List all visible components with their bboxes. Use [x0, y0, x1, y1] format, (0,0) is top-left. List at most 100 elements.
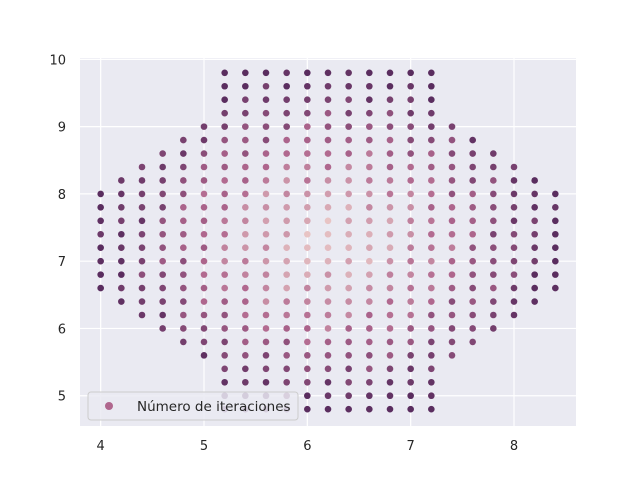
- data-point: [428, 123, 435, 130]
- data-point: [200, 163, 208, 171]
- data-point: [138, 204, 146, 211]
- data-point: [324, 150, 332, 157]
- data-point: [386, 365, 394, 373]
- data-point: [366, 190, 373, 198]
- data-point: [304, 190, 311, 198]
- data-point: [386, 325, 394, 332]
- data-point: [242, 163, 249, 171]
- data-point: [407, 82, 414, 90]
- legend: Número de iteraciones: [87, 391, 299, 421]
- data-point: [262, 365, 270, 373]
- data-point: [428, 82, 435, 90]
- y-tick-label: 7: [58, 255, 66, 270]
- data-point: [448, 150, 456, 157]
- data-point: [490, 271, 497, 278]
- data-point: [324, 405, 332, 413]
- data-point: [221, 298, 228, 305]
- data-point: [159, 311, 166, 319]
- data-point: [407, 352, 414, 359]
- data-point: [386, 338, 394, 346]
- data-point: [159, 230, 166, 238]
- data-point: [242, 338, 249, 346]
- data-point: [97, 257, 104, 265]
- data-point: [531, 177, 538, 184]
- y-axis-ticks: 5 6 7 8 9 10: [49, 53, 66, 404]
- data-point: [200, 298, 208, 305]
- data-point: [221, 136, 228, 144]
- data-point: [324, 392, 332, 400]
- data-point: [366, 338, 373, 346]
- data-point: [283, 123, 290, 130]
- data-point: [242, 284, 249, 292]
- data-point: [490, 284, 497, 292]
- legend-marker: [105, 402, 113, 410]
- data-point: [531, 298, 538, 305]
- data-point: [118, 244, 125, 252]
- data-point: [366, 405, 373, 413]
- data-point: [428, 217, 435, 225]
- data-point: [469, 257, 476, 265]
- data-point: [552, 244, 559, 252]
- data-point: [200, 338, 208, 346]
- data-point: [283, 150, 290, 157]
- data-point: [200, 271, 208, 278]
- data-point: [407, 150, 414, 157]
- data-point: [221, 190, 228, 198]
- data-point: [262, 204, 270, 211]
- data-point: [366, 150, 373, 157]
- data-point: [262, 82, 270, 90]
- data-point: [531, 230, 538, 238]
- data-point: [490, 177, 497, 184]
- data-point: [490, 311, 497, 319]
- data-point: [159, 150, 166, 157]
- data-point: [324, 96, 332, 104]
- data-point: [304, 96, 311, 104]
- data-point: [283, 163, 290, 171]
- data-point: [159, 284, 166, 292]
- data-point: [510, 298, 518, 305]
- data-point: [448, 257, 456, 265]
- data-point: [221, 365, 228, 373]
- data-point: [407, 190, 414, 198]
- data-point: [262, 230, 270, 238]
- data-point: [283, 190, 290, 198]
- data-point: [345, 177, 352, 184]
- data-point: [304, 271, 311, 278]
- data-point: [490, 217, 497, 225]
- data-point: [180, 325, 187, 332]
- data-point: [490, 204, 497, 211]
- data-point: [386, 271, 394, 278]
- data-point: [428, 109, 435, 117]
- data-point: [407, 109, 414, 117]
- data-point: [221, 378, 228, 386]
- data-point: [366, 352, 373, 359]
- data-point: [552, 284, 559, 292]
- legend-box: [87, 391, 299, 421]
- data-point: [97, 204, 104, 211]
- data-point: [200, 325, 208, 332]
- data-point: [448, 271, 456, 278]
- data-point: [242, 257, 249, 265]
- data-point: [180, 271, 187, 278]
- data-point: [304, 204, 311, 211]
- data-point: [138, 230, 146, 238]
- data-point: [448, 230, 456, 238]
- data-point: [407, 204, 414, 211]
- data-point: [262, 177, 270, 184]
- data-point: [283, 244, 290, 252]
- data-point: [262, 109, 270, 117]
- data-point: [366, 325, 373, 332]
- data-point: [490, 230, 497, 238]
- data-point: [138, 244, 146, 252]
- data-point: [428, 392, 435, 400]
- data-point: [469, 150, 476, 157]
- data-point: [345, 190, 352, 198]
- x-tick-label: 8: [510, 439, 518, 454]
- data-point: [242, 311, 249, 319]
- data-point: [262, 123, 270, 130]
- data-point: [221, 82, 228, 90]
- data-point: [159, 298, 166, 305]
- data-point: [448, 177, 456, 184]
- data-point: [345, 109, 352, 117]
- data-point: [510, 217, 518, 225]
